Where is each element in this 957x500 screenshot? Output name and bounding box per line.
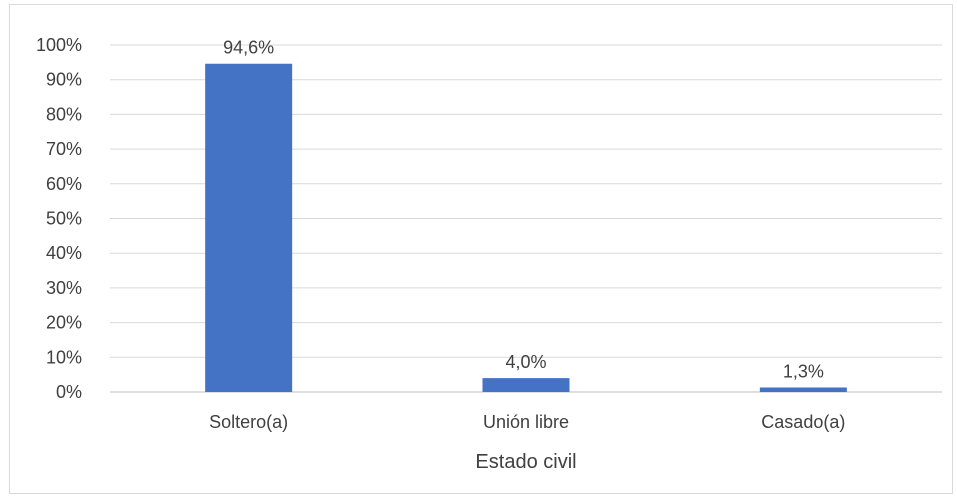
y-tick-label: 100% xyxy=(36,35,82,55)
y-tick-label: 60% xyxy=(46,174,82,194)
y-tick-label: 70% xyxy=(46,139,82,159)
y-tick-label: 40% xyxy=(46,243,82,263)
data-label: 94,6% xyxy=(223,38,274,58)
y-tick-label: 90% xyxy=(46,70,82,90)
y-tick-label: 80% xyxy=(46,104,82,124)
x-axis-title: Estado civil xyxy=(475,451,576,473)
y-axis-tick-labels: 0% 10% 20% 30% 40% 50% 60% 70% 80% 90% 100% xyxy=(36,35,82,402)
data-labels: 94,6% 4,0% 1,3% xyxy=(223,38,824,382)
bar xyxy=(759,387,847,392)
y-tick-label: 10% xyxy=(46,347,82,367)
y-tick-label: 30% xyxy=(46,278,82,298)
x-tick-label: Casado(a) xyxy=(761,412,845,432)
bar xyxy=(482,378,570,392)
y-tick-label: 20% xyxy=(46,313,82,333)
x-axis-category-labels: Soltero(a) Unión libre Casado(a) xyxy=(209,412,845,432)
bar xyxy=(205,63,293,392)
y-tick-label: 50% xyxy=(46,209,82,229)
y-tick-label: 0% xyxy=(56,382,82,402)
data-label: 4,0% xyxy=(505,352,546,372)
data-label: 1,3% xyxy=(783,361,824,381)
bars xyxy=(205,63,847,392)
x-tick-label: Unión libre xyxy=(483,412,569,432)
x-tick-label: Soltero(a) xyxy=(209,412,288,432)
chart-frame xyxy=(9,4,953,494)
